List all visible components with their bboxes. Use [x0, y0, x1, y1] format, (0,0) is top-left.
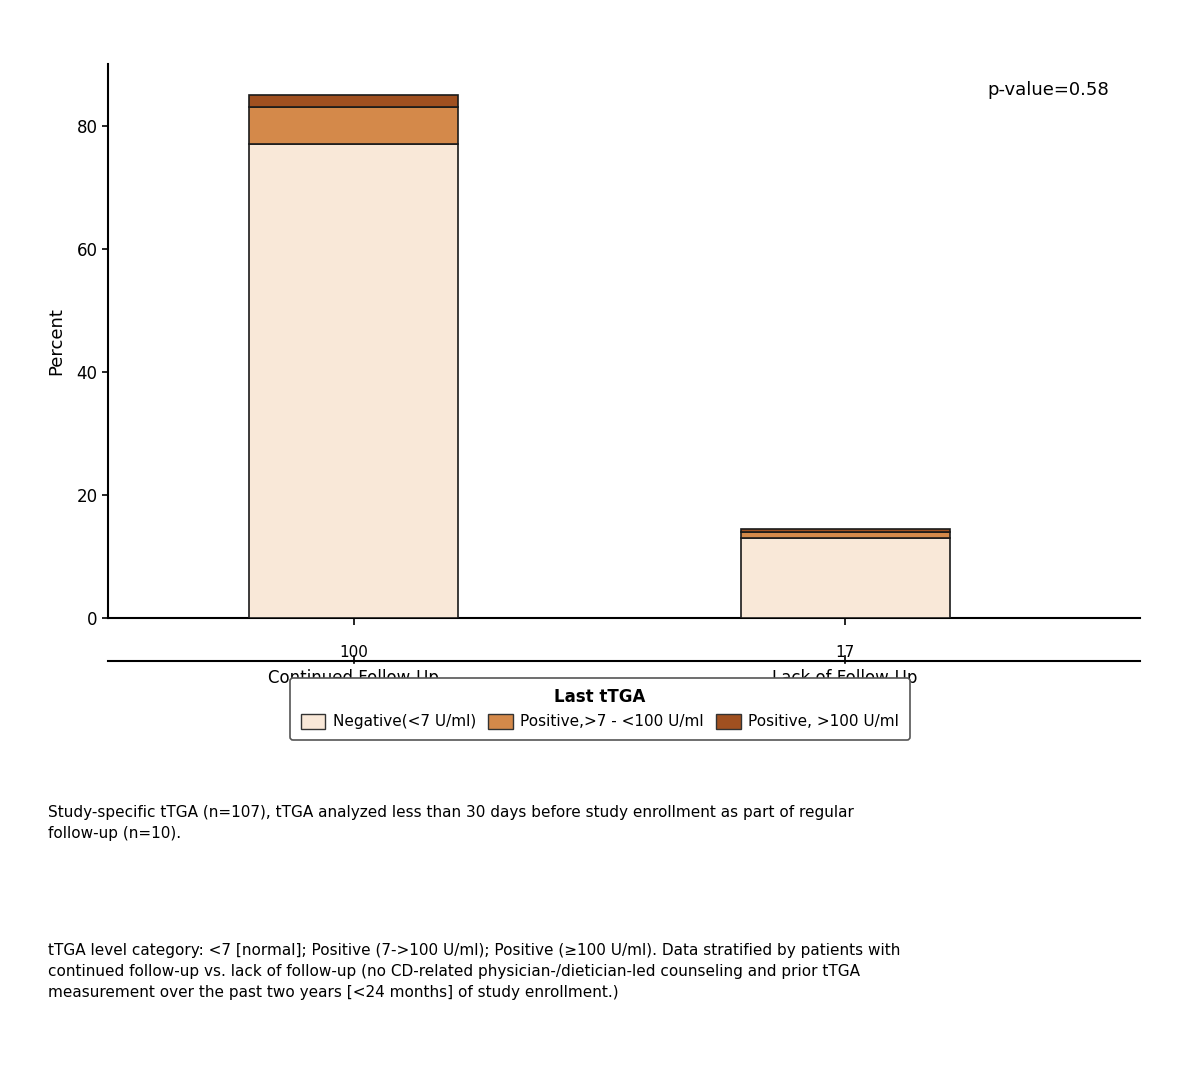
Text: 100: 100 [340, 645, 368, 660]
Text: tTGA level category: <7 [normal]; Positive (7->100 U/ml); Positive (≥100 U/ml). : tTGA level category: <7 [normal]; Positi… [48, 943, 900, 1000]
Bar [250, 95, 458, 107]
Bar [250, 107, 458, 144]
Legend: Negative(<7 U/ml), Positive,>7 - <100 U/ml, Positive, >100 U/ml: Negative(<7 U/ml), Positive,>7 - <100 U/… [290, 678, 910, 740]
Bar [740, 532, 949, 538]
Text: Study-specific tTGA (n=107), tTGA analyzed less than 30 days before study enroll: Study-specific tTGA (n=107), tTGA analyz… [48, 805, 854, 841]
Bar [250, 144, 458, 618]
Bar [740, 529, 949, 532]
Bar [740, 538, 949, 618]
Y-axis label: Percent: Percent [47, 307, 65, 375]
Text: Lack of Follow-Up: Lack of Follow-Up [773, 669, 918, 688]
Text: Continued Follow-Up: Continued Follow-Up [269, 669, 439, 688]
Text: p-value=0.58: p-value=0.58 [988, 81, 1109, 98]
Text: 17: 17 [835, 645, 854, 660]
